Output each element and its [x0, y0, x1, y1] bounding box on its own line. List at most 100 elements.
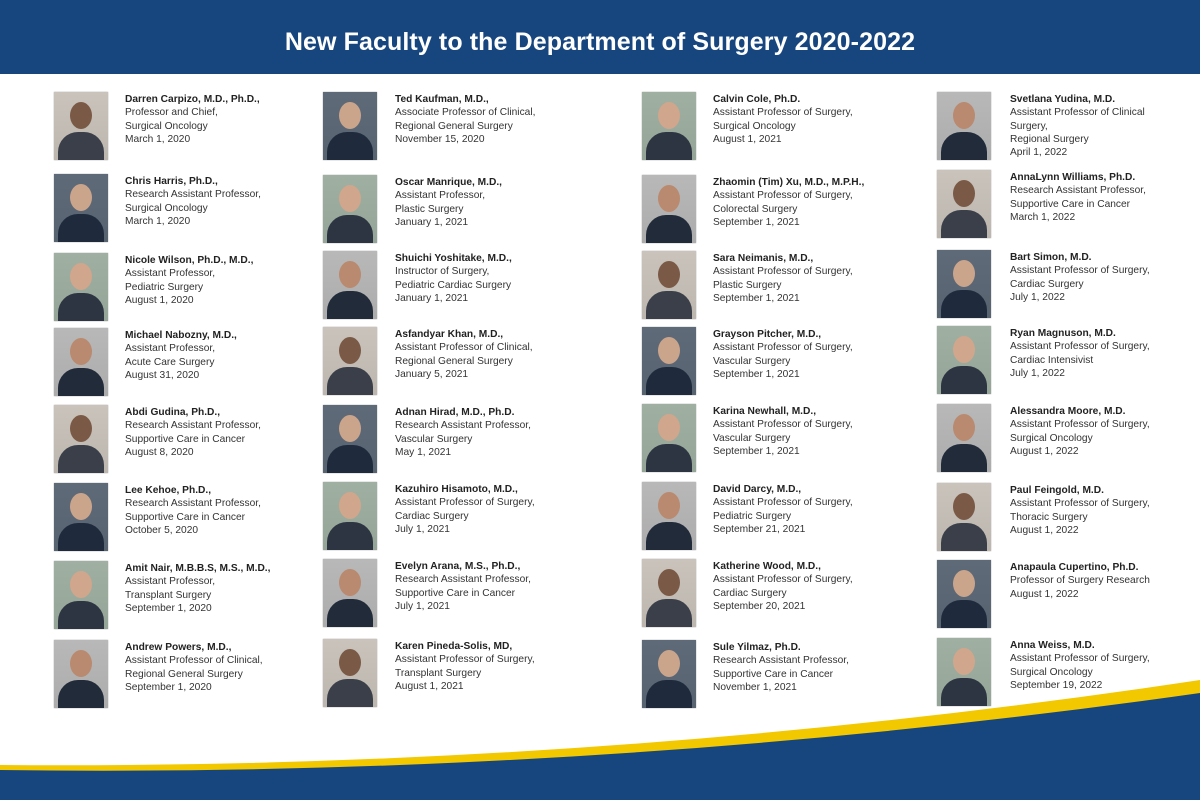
faculty-info: Paul Feingold, M.D. Assistant Professor o… [1010, 484, 1150, 537]
faculty-start-date: September 1, 2020 [125, 681, 212, 693]
faculty-info: Michael Nabozny, M.D., Assistant Professo… [125, 329, 237, 382]
faculty-title-line: Cardiac Surgery [713, 587, 787, 599]
faculty-title-line: Supportive Care in Cancer [125, 511, 246, 523]
faculty-info: Karina Newhall, M.D., Assistant Professor… [713, 405, 853, 458]
faculty-title-line: Assistant Professor, [395, 190, 486, 202]
faculty-title-line: Regional Surgery [1010, 133, 1089, 145]
faculty-photo [323, 92, 377, 160]
portrait-head [658, 261, 680, 288]
portrait-head [658, 569, 680, 596]
portrait-shoulders [646, 215, 692, 243]
faculty-title-line: Regional General Surgery [395, 355, 513, 367]
faculty-photo [937, 250, 991, 318]
faculty-title-line: Assistant Professor of Surgery, [713, 342, 853, 354]
faculty-title-line: Research Assistant Professor, [713, 655, 849, 667]
faculty-name: Michael Nabozny, M.D., [125, 330, 237, 341]
faculty-info: Asfandyar Khan, M.D., Assistant Professor… [395, 328, 533, 381]
faculty-start-date: September 1, 2021 [713, 216, 800, 228]
faculty-start-date: July 1, 2022 [1010, 291, 1065, 303]
faculty-title-line: Assistant Professor of Surgery, [395, 654, 535, 666]
portrait-shoulders [58, 445, 104, 473]
faculty-start-date: August 1, 2022 [1010, 588, 1079, 600]
faculty-start-date: September 20, 2021 [713, 600, 806, 612]
faculty-info: Andrew Powers, M.D., Assistant Professor … [125, 641, 263, 694]
faculty-title-line: Cardiac Surgery [1010, 278, 1084, 290]
faculty-name: Shuichi Yoshitake, M.D., [395, 253, 512, 264]
faculty-name: Amit Nair, M.B.B.S, M.S., M.D., [125, 563, 271, 574]
faculty-start-date: March 1, 2020 [125, 133, 191, 145]
faculty-title-line: Colorectal Surgery [713, 203, 798, 215]
faculty-photo [54, 640, 108, 708]
faculty-title-line: Surgical Oncology [125, 202, 208, 214]
faculty-start-date: January 1, 2021 [395, 216, 469, 228]
portrait-shoulders [941, 600, 987, 628]
footer-blue-band [0, 693, 1200, 800]
faculty-title-line: Surgical Oncology [1010, 432, 1093, 444]
faculty-title-line: Assistant Professor of Surgery, [713, 574, 853, 586]
faculty-name: Paul Feingold, M.D. [1010, 485, 1104, 496]
portrait-shoulders [646, 132, 692, 160]
portrait-shoulders [646, 680, 692, 708]
portrait-shoulders [58, 293, 104, 321]
faculty-title-line: Research Assistant Professor, [1010, 185, 1146, 197]
faculty-title-line: Plastic Surgery [395, 203, 464, 215]
faculty-start-date: October 5, 2020 [125, 524, 199, 536]
faculty-name: Calvin Cole, Ph.D. [713, 94, 801, 105]
faculty-title-line: Acute Care Surgery [125, 356, 215, 368]
portrait-head [339, 492, 361, 519]
portrait-head [70, 184, 92, 211]
faculty-title-line: Assistant Professor of Surgery, [713, 190, 853, 202]
header-banner: New Faculty to the Department of Surgery… [0, 0, 1200, 74]
faculty-name: Darren Carpizo, M.D., Ph.D., [125, 94, 260, 105]
faculty-info: Ted Kaufman, M.D., Associate Professor of… [395, 93, 535, 146]
faculty-start-date: November 1, 2021 [713, 681, 797, 693]
faculty-name: Oscar Manrique, M.D., [395, 177, 502, 188]
faculty-name: David Darcy, M.D., [713, 484, 802, 495]
faculty-photo [937, 404, 991, 472]
faculty-title-line: Supportive Care in Cancer [395, 587, 516, 599]
faculty-title-line: Cardiac Surgery [395, 510, 469, 522]
faculty-start-date: September 1, 2021 [713, 445, 800, 457]
portrait-head [339, 185, 361, 212]
portrait-shoulders [941, 210, 987, 238]
faculty-title-line: Research Assistant Professor, [125, 189, 261, 201]
portrait-head [953, 493, 975, 520]
faculty-name: Lee Kehoe, Ph.D., [125, 485, 212, 496]
faculty-start-date: August 1, 2022 [1010, 524, 1079, 536]
faculty-title-line: Plastic Surgery [713, 279, 782, 291]
portrait-head [339, 569, 361, 596]
faculty-info: AnnaLynn Williams, Ph.D. Research Assista… [1010, 171, 1146, 224]
faculty-photo [642, 251, 696, 319]
portrait-shoulders [58, 523, 104, 551]
portrait-head [953, 102, 975, 129]
faculty-start-date: May 1, 2021 [395, 446, 452, 458]
portrait-head [953, 414, 975, 441]
portrait-head [70, 263, 92, 290]
faculty-title-line: Professor and Chief, [125, 107, 218, 119]
faculty-title-line: Instructor of Surgery, [395, 266, 490, 278]
portrait-shoulders [58, 601, 104, 629]
portrait-head [953, 336, 975, 363]
faculty-title-line: Regional General Surgery [125, 668, 243, 680]
portrait-shoulders [327, 367, 373, 395]
portrait-shoulders [327, 445, 373, 473]
faculty-name: Anapaula Cupertino, Ph.D. [1010, 562, 1139, 573]
faculty-title-line: Assistant Professor of Surgery, [395, 497, 535, 509]
faculty-info: David Darcy, M.D., Assistant Professor of… [713, 483, 853, 536]
faculty-title-line: Research Assistant Professor, [125, 420, 261, 432]
faculty-start-date: July 1, 2021 [395, 523, 450, 535]
faculty-start-date: July 1, 2021 [395, 600, 450, 612]
faculty-title-line: Vascular Surgery [713, 355, 791, 367]
faculty-photo [642, 640, 696, 708]
faculty-title-line: Assistant Professor of Surgery, [1010, 653, 1150, 665]
faculty-name: Abdi Gudina, Ph.D., [125, 407, 221, 418]
faculty-title-line: Surgical Oncology [713, 120, 796, 132]
faculty-title-line: Transplant Surgery [125, 589, 212, 601]
portrait-head [658, 414, 680, 441]
portrait-shoulders [327, 215, 373, 243]
portrait-head [339, 649, 361, 676]
faculty-start-date: September 19, 2022 [1010, 679, 1103, 691]
portrait-shoulders [327, 291, 373, 319]
faculty-photo [323, 405, 377, 473]
faculty-title-line: Assistant Professor of Surgery, [1010, 341, 1150, 353]
